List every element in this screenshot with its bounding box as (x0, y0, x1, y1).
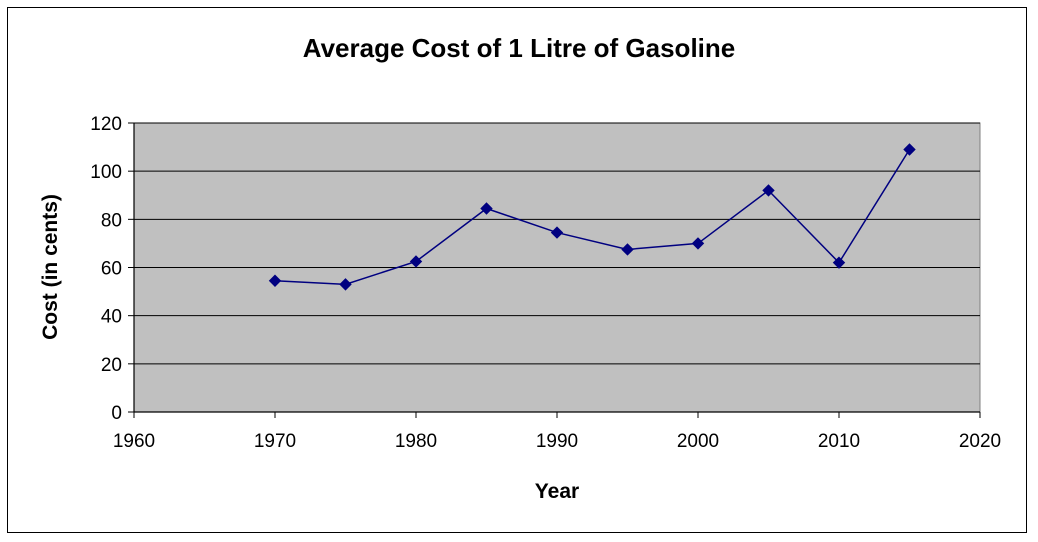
x-tick-label: 2020 (959, 431, 1001, 452)
x-axis-title: Year (535, 480, 579, 503)
x-tick-label: 2000 (677, 431, 719, 452)
data-point-1975 (339, 278, 352, 291)
data-point-2005 (762, 184, 775, 197)
data-point-2010 (832, 256, 846, 269)
series-line (274, 149, 911, 286)
data-point-1970 (268, 274, 282, 287)
data-point-2000 (691, 237, 705, 250)
y-tick-label: 80 (101, 210, 122, 231)
x-tick-label: 1970 (254, 431, 296, 452)
data-point-1995 (621, 243, 634, 256)
data-point-1985 (480, 202, 493, 215)
data-point-1980 (409, 255, 423, 268)
y-axis-title: Cost (in cents) (39, 194, 62, 340)
y-tick-label: 20 (101, 355, 122, 376)
y-tick-label: 60 (101, 259, 122, 280)
tick-labels: 0 20 40 60 80 100 120 1960 1970 1980 1990 2000 2010 2… (90, 114, 1001, 452)
x-tick-label: 2010 (818, 431, 860, 452)
x-tick-label: 1980 (395, 431, 437, 452)
data-point-2015 (903, 143, 916, 156)
y-tick-label: 0 (111, 403, 122, 424)
x-tick-label: 1990 (536, 431, 578, 452)
series-layer (268, 143, 916, 291)
data-point-1990 (550, 226, 564, 239)
y-tick-label: 100 (90, 162, 122, 183)
chart-title: Average Cost of 1 Litre of Gasoline (303, 33, 735, 63)
y-tick-label: 40 (101, 307, 122, 328)
y-tick-label: 120 (90, 114, 122, 135)
grid-lines (134, 122, 980, 365)
x-tick-label: 1960 (113, 431, 155, 452)
